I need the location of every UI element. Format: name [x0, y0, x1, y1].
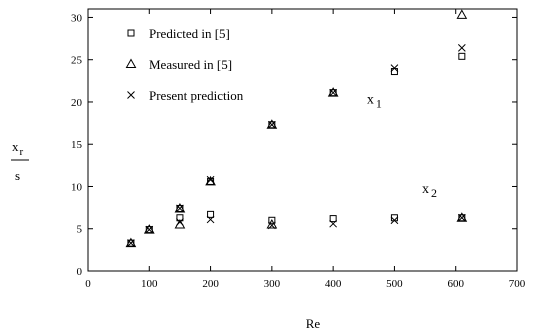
square-point-11: [329, 215, 337, 223]
y-tick-label-3: 15: [71, 139, 83, 151]
triangle-point-3: [205, 175, 216, 186]
triangle-point-2: [174, 202, 186, 213]
y-tick-label-1: 5: [77, 224, 83, 236]
cross-point-9: [206, 215, 215, 224]
plot-frame: [87, 8, 518, 272]
curve-annotations: x 1 x 2: [367, 93, 437, 201]
cross-point-6: [390, 64, 399, 73]
legend-marker-square: [127, 29, 135, 37]
x-tick-label-4: 400: [325, 278, 342, 290]
data-points: [125, 9, 468, 248]
plot-area: [87, 8, 518, 272]
x-tick-label-7: 700: [509, 278, 526, 290]
y-tick-label-4: 20: [71, 97, 83, 109]
y-tick-label-6: 30: [71, 12, 83, 24]
triangle-point-4: [266, 119, 278, 129]
cross-point-4: [268, 120, 276, 129]
cross-point-7: [457, 44, 466, 52]
x-tick-label-3: 300: [264, 278, 281, 290]
y-tick-label-2: 10: [71, 181, 83, 193]
legend-label-cross: Present prediction: [149, 88, 244, 103]
triangle-point-9: [456, 212, 468, 222]
square-point-9: [207, 210, 215, 218]
cross-point-10: [268, 221, 276, 230]
triangle-point-1: [143, 224, 155, 234]
cross-point-5: [329, 88, 337, 97]
x-tick-label-2: 200: [202, 278, 219, 290]
cross-point-11: [329, 219, 337, 228]
x-tick-label-5: 500: [386, 278, 403, 290]
triangle-point-0: [125, 237, 137, 248]
y-tick-label-0: 0: [77, 266, 83, 278]
cross-point-8: [176, 218, 184, 226]
y-axis-label: xr s: [11, 139, 29, 183]
x-tick-label-0: 0: [85, 278, 91, 290]
series-cross: [127, 44, 466, 247]
legend: Predicted in [5] Measured in [5] Present p…: [125, 26, 244, 103]
triangle-point-5: [327, 87, 339, 97]
x-axis-label: Re: [306, 316, 321, 331]
y-axis-label-bottom: s: [15, 168, 20, 183]
triangle-point-8: [266, 218, 278, 229]
series-square: [127, 52, 466, 247]
cross-point-2: [176, 204, 184, 213]
y-tick-label-5: 25: [71, 55, 83, 67]
x-tick-label-1: 100: [141, 278, 158, 290]
legend-label-triangle: Measured in [5]: [149, 57, 232, 72]
legend-marker-cross: [127, 91, 135, 99]
x-tick-label-6: 600: [447, 278, 464, 290]
series-triangle: [125, 9, 468, 248]
cross-point-13: [457, 213, 466, 222]
cross-point-0: [127, 239, 135, 247]
y-axis-label-top: xr: [12, 139, 24, 158]
cross-point-1: [145, 225, 154, 234]
triangle-point-6: [456, 9, 468, 19]
axis-ticks: 0 100 200 300 400 500 600 700 0 5 10 15 20 25 30: [71, 9, 526, 290]
square-point-6: [390, 68, 398, 76]
cross-point-3: [206, 175, 215, 184]
cross-point-12: [390, 216, 399, 225]
square-point-10: [268, 216, 276, 224]
square-point-7: [458, 52, 466, 60]
legend-marker-triangle: [125, 58, 137, 68]
legend-label-square: Predicted in [5]: [149, 26, 230, 41]
